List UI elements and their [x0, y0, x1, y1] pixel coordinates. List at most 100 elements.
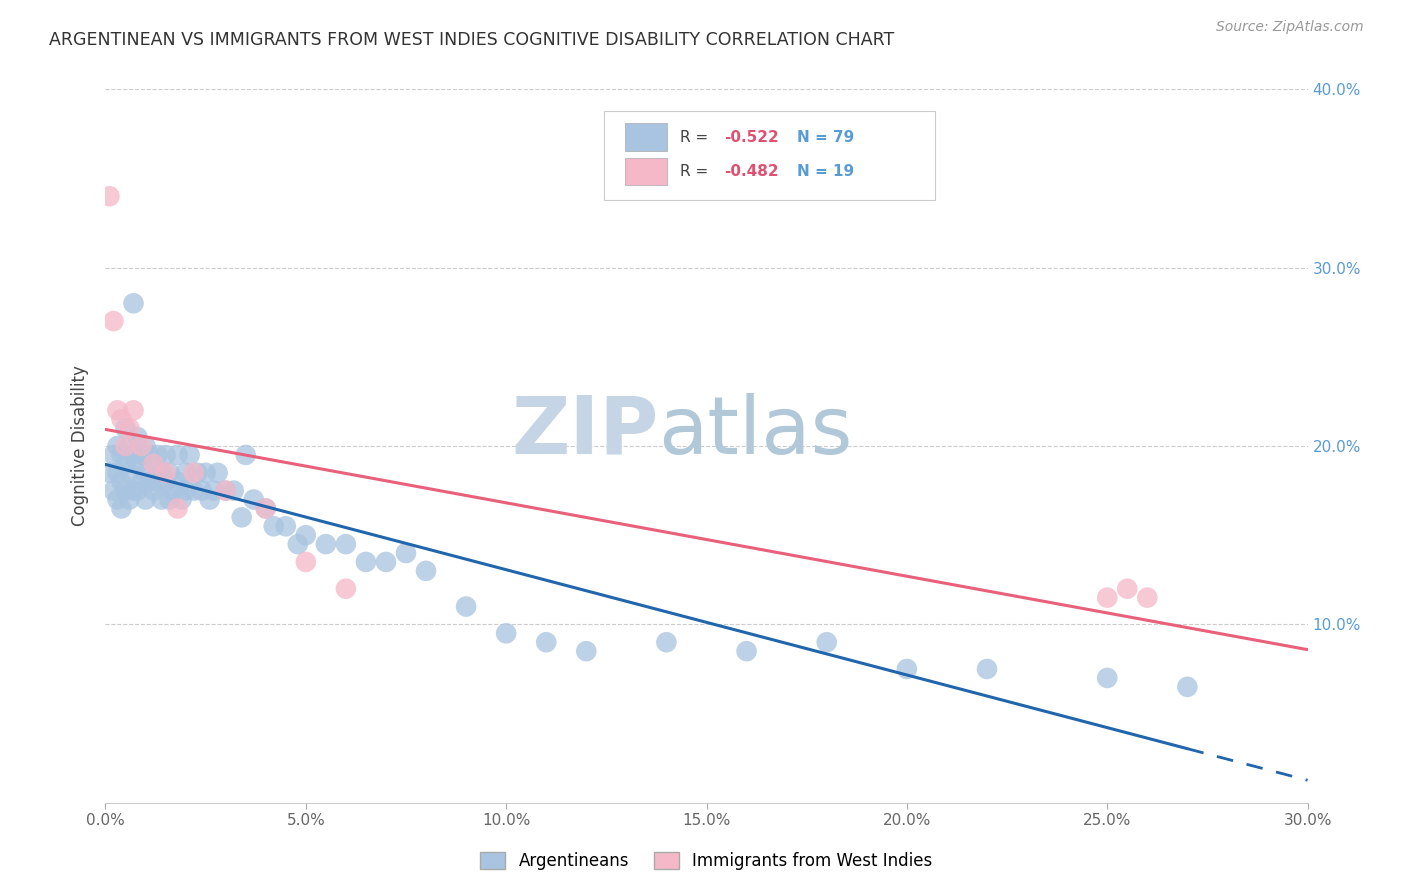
- Point: [114, 421, 136, 435]
- Point: [150, 492, 173, 507]
- Text: ZIP: ZIP: [512, 392, 658, 471]
- Point: [142, 483, 165, 498]
- Point: [274, 519, 297, 533]
- Text: -0.482: -0.482: [724, 164, 779, 178]
- Point: [159, 492, 181, 507]
- Point: [242, 492, 264, 507]
- Point: [107, 492, 129, 507]
- Point: [122, 448, 145, 462]
- Legend: Argentineans, Immigrants from West Indies: Argentineans, Immigrants from West Indie…: [474, 845, 939, 877]
- Point: [155, 448, 177, 462]
- Point: [655, 635, 678, 649]
- Point: [190, 483, 212, 498]
- Point: [138, 475, 160, 489]
- Point: [976, 662, 998, 676]
- Point: [183, 483, 205, 498]
- Point: [1136, 591, 1159, 605]
- Point: [1097, 671, 1119, 685]
- Point: [174, 466, 197, 480]
- Point: [254, 501, 277, 516]
- Point: [254, 501, 277, 516]
- Point: [131, 475, 153, 489]
- Point: [103, 314, 125, 328]
- Point: [122, 403, 145, 417]
- Point: [295, 528, 318, 542]
- Text: N = 19: N = 19: [797, 164, 853, 178]
- Point: [138, 448, 160, 462]
- Point: [222, 483, 245, 498]
- Point: [354, 555, 377, 569]
- Point: [735, 644, 758, 658]
- Point: [198, 492, 221, 507]
- Point: [114, 457, 136, 471]
- Point: [183, 466, 205, 480]
- Point: [150, 466, 173, 480]
- Point: [135, 466, 157, 480]
- Point: [122, 483, 145, 498]
- Point: [107, 466, 129, 480]
- Point: [118, 466, 141, 480]
- Point: [110, 448, 132, 462]
- Point: [263, 519, 285, 533]
- Point: [315, 537, 337, 551]
- Text: ARGENTINEAN VS IMMIGRANTS FROM WEST INDIES COGNITIVE DISABILITY CORRELATION CHAR: ARGENTINEAN VS IMMIGRANTS FROM WEST INDI…: [49, 31, 894, 49]
- Point: [127, 457, 149, 471]
- Point: [110, 412, 132, 426]
- Text: N = 79: N = 79: [797, 129, 853, 145]
- Point: [135, 439, 157, 453]
- Point: [207, 466, 229, 480]
- Point: [202, 483, 225, 498]
- Point: [214, 483, 236, 498]
- Point: [287, 537, 309, 551]
- Point: [103, 483, 125, 498]
- Point: [374, 555, 398, 569]
- Text: R =: R =: [681, 129, 713, 145]
- Point: [110, 501, 132, 516]
- FancyBboxPatch shape: [624, 123, 666, 151]
- Point: [98, 466, 121, 480]
- Text: -0.522: -0.522: [724, 129, 779, 145]
- Point: [127, 430, 149, 444]
- Point: [194, 466, 217, 480]
- Point: [122, 296, 145, 310]
- Point: [118, 421, 141, 435]
- Y-axis label: Cognitive Disability: Cognitive Disability: [72, 366, 90, 526]
- Point: [395, 546, 418, 560]
- Point: [162, 483, 184, 498]
- Point: [146, 448, 169, 462]
- Point: [896, 662, 918, 676]
- Point: [174, 483, 197, 498]
- Point: [131, 448, 153, 462]
- Point: [166, 501, 188, 516]
- Point: [127, 483, 149, 498]
- Point: [142, 457, 165, 471]
- Point: [159, 466, 181, 480]
- Point: [235, 448, 257, 462]
- Point: [110, 475, 132, 489]
- Text: R =: R =: [681, 164, 713, 178]
- Point: [118, 439, 141, 453]
- Text: Source: ZipAtlas.com: Source: ZipAtlas.com: [1216, 20, 1364, 34]
- Point: [118, 492, 141, 507]
- FancyBboxPatch shape: [605, 111, 935, 200]
- FancyBboxPatch shape: [624, 158, 666, 185]
- Point: [155, 475, 177, 489]
- Point: [166, 448, 188, 462]
- Point: [815, 635, 838, 649]
- Point: [335, 537, 357, 551]
- Point: [103, 448, 125, 462]
- Text: atlas: atlas: [658, 392, 853, 471]
- Point: [146, 475, 169, 489]
- Point: [166, 475, 188, 489]
- Point: [142, 457, 165, 471]
- Point: [155, 466, 177, 480]
- Point: [454, 599, 477, 614]
- Point: [534, 635, 557, 649]
- Point: [107, 439, 129, 453]
- Point: [1116, 582, 1139, 596]
- Point: [231, 510, 253, 524]
- Point: [575, 644, 598, 658]
- Point: [107, 403, 129, 417]
- Point: [170, 492, 193, 507]
- Point: [295, 555, 318, 569]
